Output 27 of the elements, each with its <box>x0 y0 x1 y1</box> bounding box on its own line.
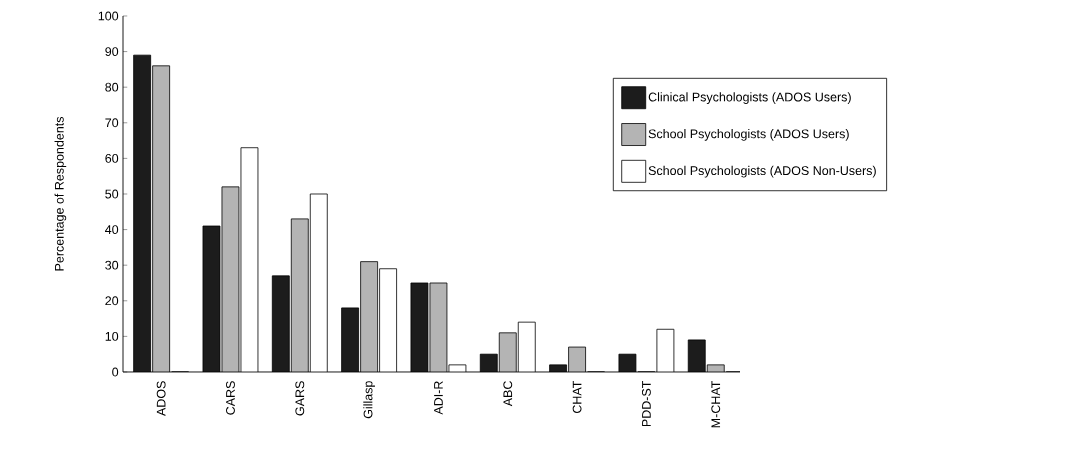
legend-label: School Psychologists (ADOS Non-Users) <box>648 165 876 178</box>
legend-label: School Psychologists (ADOS Users) <box>648 129 849 141</box>
y-tick-label: 100 <box>98 11 119 21</box>
y-tick-label: 90 <box>105 47 119 57</box>
y-tick-label: 70 <box>105 118 119 128</box>
bar <box>272 275 290 372</box>
y-tick-label: 10 <box>105 331 119 341</box>
y-tick-label: 50 <box>105 189 119 199</box>
bar <box>133 55 151 372</box>
x-tick-label: M-CHAT <box>711 380 721 428</box>
x-tick-label: ADOS <box>156 381 166 416</box>
y-tick-label: 60 <box>105 153 119 163</box>
y-tick-label: 30 <box>105 260 119 270</box>
x-tick-label: PDD-ST <box>641 380 651 427</box>
x-tick-label: ABC <box>503 381 513 407</box>
y-tick-label: 40 <box>105 225 119 235</box>
y-tick-label: 0 <box>112 367 119 377</box>
y-axis-title: Percentage of Respondents <box>54 116 67 271</box>
y-tick-label: 20 <box>105 296 119 306</box>
y-tick-label: 80 <box>105 82 119 92</box>
legend-label: Clinical Psychologists (ADOS Users) <box>648 92 851 104</box>
x-tick-label: CHAT <box>572 380 582 414</box>
x-tick-label: CARS <box>226 381 235 415</box>
x-tick-label: Gillasp <box>363 381 375 419</box>
x-tick-label: GARS <box>295 381 305 416</box>
x-tick-label: ADI-R <box>434 381 443 415</box>
bar <box>341 307 359 372</box>
